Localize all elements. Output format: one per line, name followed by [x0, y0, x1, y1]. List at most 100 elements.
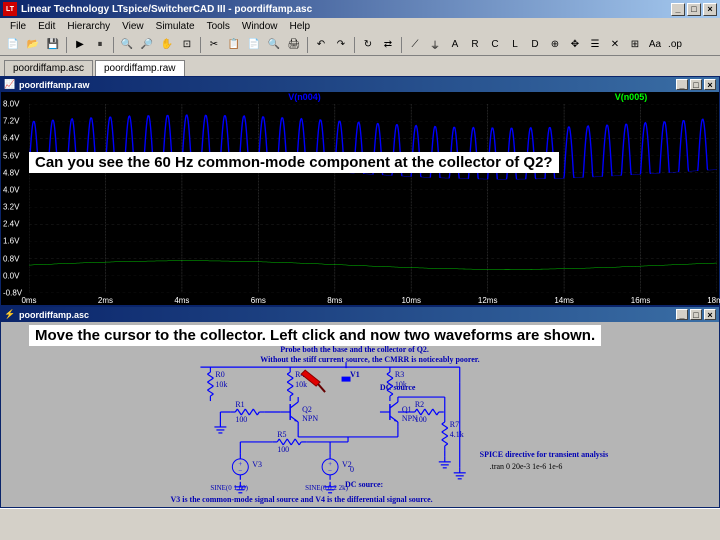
cut-icon[interactable]: ✂: [205, 36, 223, 54]
wire-icon[interactable]: ⟋: [406, 36, 424, 54]
resistor-icon[interactable]: R: [466, 36, 484, 54]
schematic-close-button[interactable]: ×: [704, 309, 716, 320]
svg-text:SINE(0 0.2 2k): SINE(0 0.2 2k): [305, 484, 348, 492]
svg-text:R2: R2: [415, 400, 424, 409]
svg-text:R3: R3: [395, 370, 404, 379]
menu-simulate[interactable]: Simulate: [150, 20, 201, 33]
svg-text:Without the stiff current sour: Without the stiff current source, the CM…: [260, 355, 479, 364]
svg-text:R7: R7: [450, 420, 459, 429]
svg-text:SPICE directive for transient: SPICE directive for transient analysis: [480, 450, 609, 459]
drag-icon[interactable]: ☰: [586, 36, 604, 54]
plot-minimize-button[interactable]: _: [676, 79, 688, 90]
ground-icon[interactable]: ⏚: [426, 36, 444, 54]
x-axis: 0ms2ms4ms6ms8ms10ms12ms14ms16ms18ms: [29, 294, 717, 305]
menu-window[interactable]: Window: [236, 20, 284, 33]
run-icon[interactable]: ▶: [71, 36, 89, 54]
svg-text:.tran 0 20e-3 1e-6 1e-6: .tran 0 20e-3 1e-6 1e-6: [490, 462, 563, 471]
text-icon[interactable]: Aa: [646, 36, 664, 54]
new-icon[interactable]: 📄: [4, 36, 22, 54]
plot-area[interactable]: V(n004) V(n005) 8.0V7.2V6.4V5.6V4.8V4.0V…: [1, 92, 719, 305]
move-icon[interactable]: ✥: [566, 36, 584, 54]
pan-icon[interactable]: ✋: [158, 36, 176, 54]
component-icon[interactable]: ⊕: [546, 36, 564, 54]
svg-text:R5: R5: [277, 430, 286, 439]
undo-icon[interactable]: ↶: [312, 36, 330, 54]
menu-help[interactable]: Help: [284, 20, 317, 33]
svg-text:4.1k: 4.1k: [450, 430, 464, 439]
x-tick: 18ms: [707, 296, 720, 305]
duplicate-icon[interactable]: ⊞: [626, 36, 644, 54]
close-button[interactable]: ×: [703, 3, 717, 16]
y-tick: 7.2V: [3, 117, 19, 126]
schematic-canvas[interactable]: Probe both the base and the collector of…: [1, 322, 719, 507]
minimize-button[interactable]: _: [671, 3, 685, 16]
paste-icon[interactable]: 📄: [245, 36, 263, 54]
schematic-titlebar: ⚡ poordiffamp.asc _ □ ×: [1, 307, 719, 322]
spice-icon[interactable]: .op: [666, 36, 684, 54]
label-icon[interactable]: A: [446, 36, 464, 54]
x-tick: 2ms: [98, 296, 113, 305]
save-icon[interactable]: 💾: [44, 36, 62, 54]
zoom-in-icon[interactable]: 🔍: [118, 36, 136, 54]
schematic-maximize-button[interactable]: □: [690, 309, 702, 320]
plot-maximize-button[interactable]: □: [690, 79, 702, 90]
svg-text:R0: R0: [215, 370, 224, 379]
tab-schematic[interactable]: poordiffamp.asc: [4, 60, 93, 76]
plot-canvas[interactable]: [29, 104, 717, 293]
y-tick: 5.6V: [3, 151, 19, 160]
plot-icon: 📈: [4, 79, 16, 91]
x-tick: 12ms: [478, 296, 498, 305]
svg-text:0: 0: [350, 465, 354, 474]
y-tick: 4.0V: [3, 185, 19, 194]
zoom-out-icon[interactable]: 🔎: [138, 36, 156, 54]
svg-text:DC source:: DC source:: [345, 480, 383, 489]
plot-titlebar: 📈 poordiffamp.raw _ □ ×: [1, 77, 719, 92]
statusbar: [0, 508, 720, 526]
menu-hierarchy[interactable]: Hierarchy: [61, 20, 116, 33]
plot-window: 📈 poordiffamp.raw _ □ × V(n004) V(n005) …: [0, 76, 720, 306]
svg-text:DC source: DC source: [380, 383, 416, 392]
x-tick: 14ms: [554, 296, 574, 305]
schematic-minimize-button[interactable]: _: [676, 309, 688, 320]
maximize-button[interactable]: □: [687, 3, 701, 16]
zoom-fit-icon[interactable]: ⊡: [178, 36, 196, 54]
svg-text:10k: 10k: [215, 380, 227, 389]
plot-close-button[interactable]: ×: [704, 79, 716, 90]
menu-view[interactable]: View: [116, 20, 150, 33]
svg-text:−: −: [238, 467, 242, 475]
find-icon[interactable]: 🔍: [265, 36, 283, 54]
open-icon[interactable]: 📂: [24, 36, 42, 54]
trace2-label[interactable]: V(n005): [615, 92, 648, 102]
y-tick: 3.2V: [3, 203, 19, 212]
menubar: File Edit Hierarchy View Simulate Tools …: [0, 18, 720, 34]
redo-icon[interactable]: ↷: [332, 36, 350, 54]
capacitor-icon[interactable]: C: [486, 36, 504, 54]
menu-edit[interactable]: Edit: [32, 20, 61, 33]
menu-tools[interactable]: Tools: [201, 20, 236, 33]
trace1-label[interactable]: V(n004): [288, 92, 321, 102]
diode-icon[interactable]: D: [526, 36, 544, 54]
overlay-question-2: Move the cursor to the collector. Left c…: [29, 325, 601, 346]
y-tick: 1.6V: [3, 237, 19, 246]
plot-title: poordiffamp.raw: [19, 80, 676, 90]
rotate-icon[interactable]: ↻: [359, 36, 377, 54]
svg-text:10k: 10k: [295, 380, 307, 389]
x-tick: 0ms: [21, 296, 36, 305]
mirror-icon[interactable]: ⇄: [379, 36, 397, 54]
tab-raw[interactable]: poordiffamp.raw: [95, 60, 185, 76]
schematic-window: ⚡ poordiffamp.asc _ □ × Move the cursor …: [0, 306, 720, 508]
app-titlebar: LT Linear Technology LTspice/SwitcherCAD…: [0, 0, 720, 18]
y-tick: 0.0V: [3, 271, 19, 280]
svg-text:−: −: [328, 467, 332, 475]
inductor-icon[interactable]: L: [506, 36, 524, 54]
stop-icon[interactable]: ⏸: [91, 36, 109, 54]
schematic-area[interactable]: Move the cursor to the collector. Left c…: [1, 322, 719, 507]
delete-icon[interactable]: ✕: [606, 36, 624, 54]
print-icon[interactable]: 🖨: [285, 36, 303, 54]
y-axis: 8.0V7.2V6.4V5.6V4.8V4.0V3.2V2.4V1.6V0.8V…: [1, 104, 29, 293]
svg-text:100: 100: [235, 415, 247, 424]
menu-file[interactable]: File: [4, 20, 32, 33]
y-tick: 4.8V: [3, 168, 19, 177]
y-tick: 0.8V: [3, 254, 19, 263]
copy-icon[interactable]: 📋: [225, 36, 243, 54]
